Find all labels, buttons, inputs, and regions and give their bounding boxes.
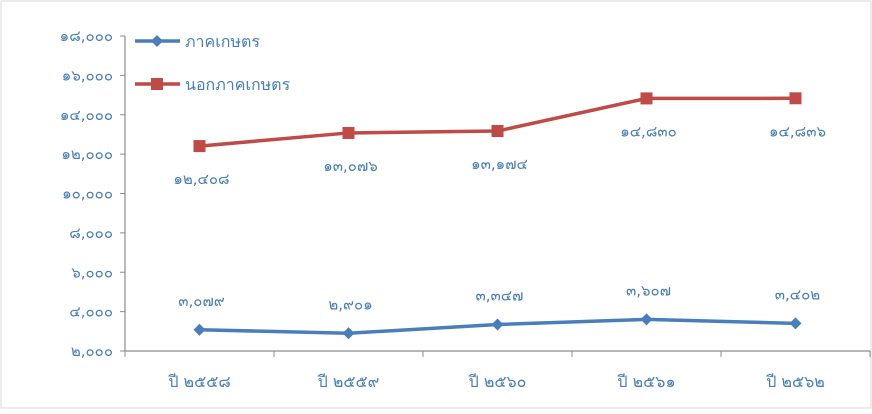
x-tick-label: ปี ๒๕๖๐ [468,372,526,391]
data-point-diamond [789,317,802,330]
data-label: ๑๓,๑๗๔ [471,155,528,173]
data-point-square [342,126,355,139]
data-label: ๓,๖๐๗ [626,281,671,299]
legend-marker-diamond [151,35,163,47]
data-label: ๓,๓๔๗ [476,286,524,304]
y-tick-label: ๘,๐๐๐ [69,224,113,242]
legend-label-2: นอกภาคเกษตร [185,75,291,94]
data-point-diamond [491,318,504,331]
y-tick-label: ๑๒,๐๐๐ [61,145,113,163]
data-point-diamond [342,327,355,340]
y-tick-label: ๒,๐๐๐ [71,342,113,360]
x-tick-label: ปี ๒๕๖๒ [766,372,825,391]
data-label: ๓,๐๗๙ [178,292,224,310]
data-point-diamond [193,323,206,336]
legend-label-1: ภาคเกษตร [185,32,260,51]
y-tick-label: ๑๐,๐๐๐ [62,185,113,203]
data-label: ๓,๔๐๒ [775,285,820,303]
y-tick-label: ๑๔,๐๐๐ [60,106,113,124]
y-tick-label: ๑๘,๐๐๐ [60,27,113,45]
x-tick-label: ปี ๒๕๖๑ [617,372,676,391]
data-point-square [193,140,206,153]
x-tick-label: ปี ๒๕๕๘ [168,372,231,391]
data-label: ๑๔,๘๓๖ [769,122,826,140]
data-point-diamond [640,313,653,326]
y-tick-label: ๑๖,๐๐๐ [62,66,113,84]
data-labels: ๓,๐๗๙ ๒,๙๐๑ ๓,๓๔๗ ๓,๖๐๗ ๓,๔๐๒ ๑๒,๔๐๘ ๑๓,๐๗๖ ๑๓,… [173,122,826,313]
data-label: ๑๓,๐๗๖ [323,157,378,175]
series-layer [193,92,802,340]
x-tick-label: ปี ๒๕๕๙ [317,372,379,391]
data-label: ๑๒,๔๐๘ [173,170,229,188]
data-label: ๑๔,๘๓๐ [620,122,677,140]
y-tick-label: ๖,๐๐๐ [71,263,113,281]
data-point-square [640,92,653,105]
data-point-square [491,125,504,138]
legend-marker-square [151,78,163,90]
y-tick-label: ๔,๐๐๐ [69,303,113,321]
data-point-square [789,92,802,105]
axes: ๒,๐๐๐ ๔,๐๐๐ ๖,๐๐๐ ๘,๐๐๐ ๑๐,๐๐๐ ๑๒,๐๐๐ ๑๔,๐๐๐ ๑๖… [60,27,871,391]
data-label: ๒,๙๐๑ [328,295,372,313]
